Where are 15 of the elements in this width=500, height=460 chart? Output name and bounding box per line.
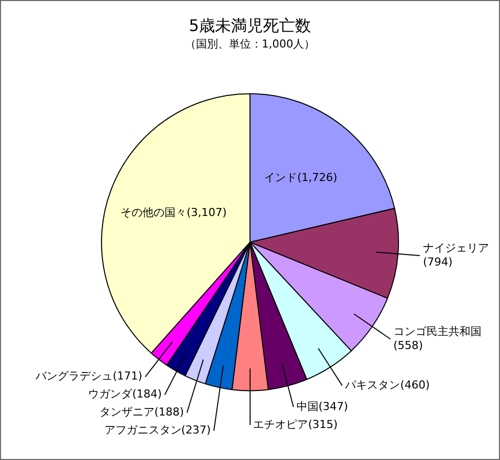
chart-title: 5歳未満児死亡数: [188, 16, 312, 35]
slice-label: コンゴ民主共和国: [393, 324, 482, 338]
chart-subtitle: （国別、単位：1,000人）: [184, 38, 316, 51]
slice-label: タンザニア(188): [99, 406, 184, 419]
slice-label: ナイジェリア: [422, 241, 489, 254]
slice-label: その他の国々(3,107): [120, 206, 227, 219]
slice-label: アフガニスタン(237): [104, 424, 211, 437]
slice-label: エチオピア(315): [253, 418, 338, 431]
slice-label: インド(1,726): [264, 171, 338, 184]
slice-label: パキスタン(460): [344, 378, 430, 392]
data-label: (558): [393, 338, 423, 352]
data-label: (794): [422, 255, 453, 268]
slice-label: 中国(347): [296, 400, 348, 413]
slice-label: バングラデシュ(171): [34, 370, 142, 383]
slice-label: ウガンダ(184): [88, 388, 162, 401]
